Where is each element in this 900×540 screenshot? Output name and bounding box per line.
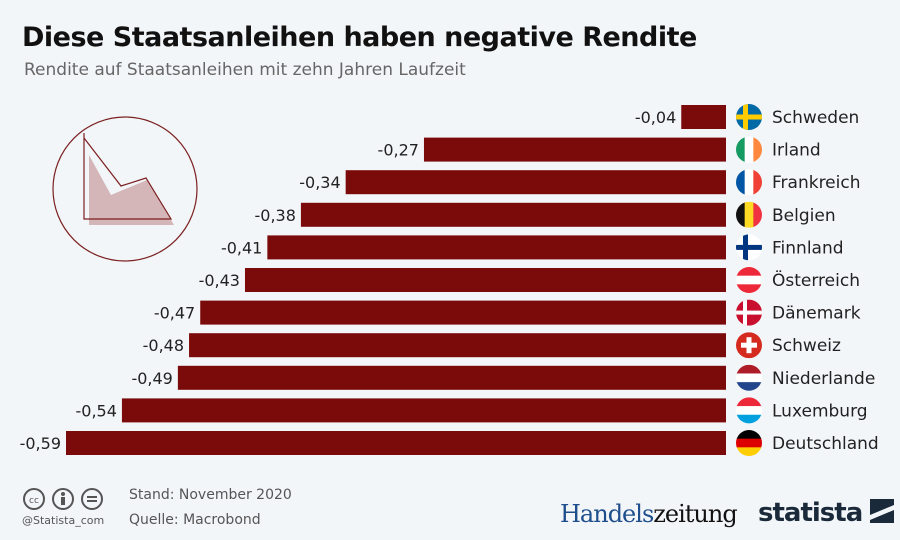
data-label: -0,49 bbox=[131, 369, 172, 388]
bar-Schweden bbox=[681, 105, 726, 129]
chart-title: Diese Staatsanleihen haben negative Rend… bbox=[22, 22, 697, 53]
cc-icon: cc bbox=[23, 488, 103, 510]
bar-Finnland bbox=[267, 235, 726, 260]
flag-finland-icon bbox=[736, 234, 762, 261]
category-label: Belgien bbox=[772, 206, 836, 226]
flag-denmark-icon bbox=[736, 299, 762, 326]
flag-sweden-icon bbox=[736, 104, 762, 130]
source-note: Quelle: Macrobond bbox=[129, 512, 261, 528]
data-label: -0,54 bbox=[76, 401, 117, 420]
category-label: Schweiz bbox=[772, 336, 841, 356]
bar-Schweiz bbox=[189, 333, 726, 358]
statista-logo[interactable]: statista bbox=[758, 498, 895, 528]
decorative-chart-icon bbox=[52, 116, 198, 262]
statista-logo-icon bbox=[870, 499, 895, 523]
date-note: Stand: November 2020 bbox=[129, 487, 292, 503]
flag-ireland-icon bbox=[736, 136, 762, 163]
data-label: -0,59 bbox=[20, 434, 61, 453]
data-label: -0,38 bbox=[255, 206, 296, 225]
flag-switzerland-icon bbox=[736, 332, 762, 359]
bar-Irland bbox=[423, 137, 726, 162]
flag-austria-icon bbox=[736, 267, 762, 293]
handelszeitung-logo: Handelszeitung bbox=[560, 500, 738, 528]
data-label: -0,47 bbox=[154, 304, 195, 323]
flag-france-icon bbox=[736, 169, 762, 196]
bar-Dänemark bbox=[200, 300, 726, 325]
category-label: Irland bbox=[772, 141, 821, 161]
flag-belgium-icon bbox=[736, 201, 762, 228]
category-label: Frankreich bbox=[772, 173, 861, 193]
category-label: Niederlande bbox=[772, 369, 875, 389]
category-label: Deutschland bbox=[772, 434, 879, 454]
data-label: -0,04 bbox=[635, 108, 676, 127]
data-label: -0,48 bbox=[143, 336, 184, 355]
data-label: -0,27 bbox=[378, 141, 419, 160]
svg-text:cc: cc bbox=[29, 496, 39, 506]
chart-subtitle: Rendite auf Staatsanleihen mit zehn Jahr… bbox=[24, 60, 466, 80]
bar-Österreich bbox=[244, 268, 727, 292]
data-label: -0,34 bbox=[299, 173, 340, 192]
flag-netherlands-icon bbox=[736, 364, 762, 391]
bar-Deutschland bbox=[66, 431, 726, 455]
bar-Frankreich bbox=[345, 170, 726, 195]
statista-handle[interactable]: @Statista_com bbox=[22, 514, 105, 527]
bar-Luxemburg bbox=[121, 398, 727, 423]
category-label: Finnland bbox=[772, 238, 844, 258]
category-label: Dänemark bbox=[772, 304, 861, 324]
flag-luxembourg-icon bbox=[736, 397, 762, 424]
data-label: -0,43 bbox=[199, 271, 240, 290]
category-label: Schweden bbox=[772, 108, 859, 128]
bar-Niederlande bbox=[177, 365, 727, 390]
flag-germany-icon bbox=[736, 430, 762, 456]
category-label: Österreich bbox=[772, 269, 860, 291]
category-label: Luxemburg bbox=[772, 401, 868, 421]
bar-Belgien bbox=[300, 202, 726, 227]
data-label: -0,41 bbox=[221, 238, 262, 257]
